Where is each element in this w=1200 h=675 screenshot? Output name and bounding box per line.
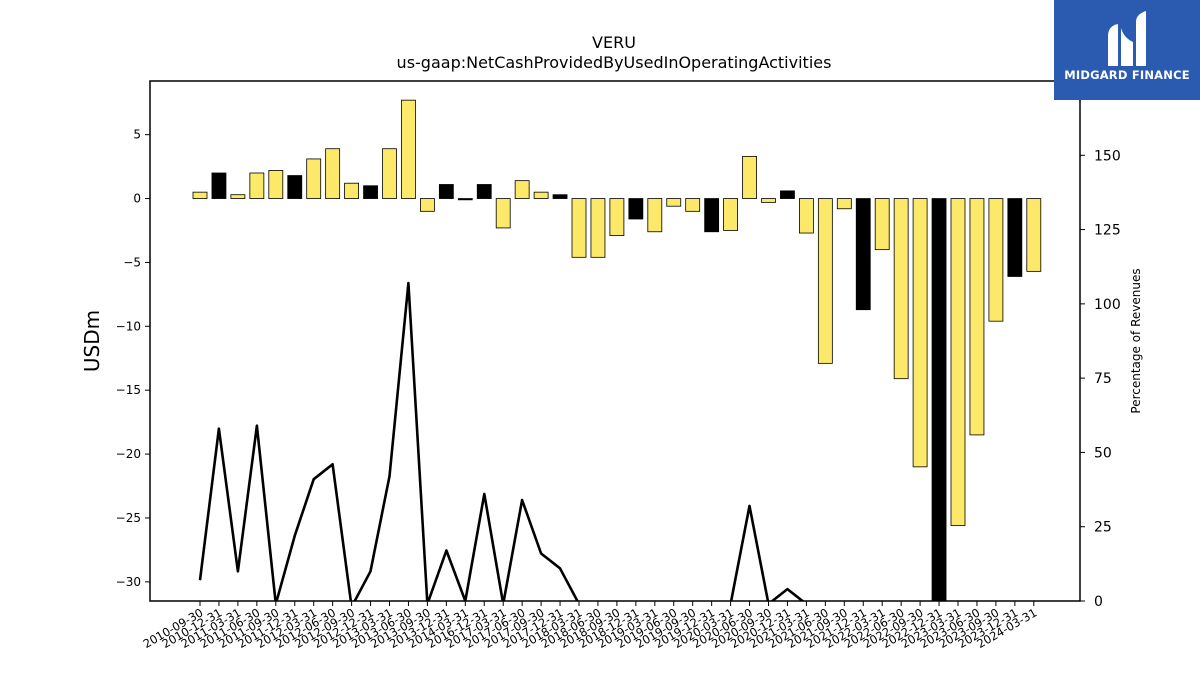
y2-tick-label: 25 <box>1094 520 1112 536</box>
bar-2010-09-30 <box>192 191 208 199</box>
y-tick-label: −10 <box>116 319 141 333</box>
brand-name: MIDGARD FINANCE <box>1064 68 1190 82</box>
bar-2021-06-30 <box>817 198 833 364</box>
y2-tick-label: 125 <box>1094 223 1121 239</box>
bar-2021-12-31 <box>855 198 871 311</box>
bar-2020-09-30 <box>761 198 776 203</box>
midgard-logo-icon <box>1108 11 1146 66</box>
y-tick-label: 0 <box>133 192 141 206</box>
bar-2020-03-31 <box>723 198 738 231</box>
bar-2011-06-30 <box>249 172 265 199</box>
y-tick-label: −25 <box>116 511 141 525</box>
bar-2022-03-31 <box>874 198 890 251</box>
bar-2019-12-31 <box>704 198 720 233</box>
bar-2019-09-30 <box>685 198 701 212</box>
bar-2023-09-30 <box>988 198 1004 322</box>
bar-2021-03-31 <box>799 198 814 234</box>
bar-2020-06-30 <box>742 155 757 199</box>
bar-2021-09-30 <box>836 198 852 210</box>
bar-2022-06-30 <box>893 198 909 380</box>
bar-2011-03-31 <box>230 194 246 199</box>
bar-2018-09-30 <box>609 198 625 236</box>
bar-2014-03-31 <box>457 198 473 201</box>
line-layer <box>198 281 805 601</box>
bar-2017-12-31 <box>552 194 568 199</box>
bar-2022-09-30 <box>912 198 928 468</box>
bar-2012-09-30 <box>344 182 360 199</box>
y2-tick-label: 0 <box>1094 594 1103 610</box>
bar-2013-03-31 <box>382 148 397 199</box>
bar-2023-03-31 <box>950 198 966 527</box>
bar-2011-09-30 <box>268 170 284 199</box>
plot-frame <box>149 80 1081 602</box>
bar-2016-12-31 <box>476 184 492 199</box>
bar-2017-06-30 <box>514 180 530 199</box>
bar-2019-03-31 <box>647 198 663 233</box>
bar-2017-09-30 <box>533 191 549 199</box>
y-tick-label: −30 <box>116 575 141 589</box>
left-axis: 5 0 −5 −10 −15 −20 −25 −30 <box>116 128 150 589</box>
bar-2022-12-31 <box>931 198 947 602</box>
bar-2010-12-31 <box>211 172 227 199</box>
y-tick-label: −5 <box>123 255 141 269</box>
bar-2018-12-31 <box>628 198 644 220</box>
bar-2018-03-31 <box>571 198 587 258</box>
y2-axis-label: Percentage of Revenues <box>1129 268 1143 413</box>
bar-2019-06-30 <box>666 198 682 207</box>
bar-2012-06-30 <box>325 148 341 199</box>
bar-2020-12-31 <box>780 190 795 199</box>
brand-logo: MIDGARD FINANCE <box>1054 0 1200 100</box>
bar-2018-06-30 <box>590 198 606 258</box>
bar-2013-09-30 <box>419 198 435 212</box>
bars-layer <box>192 99 1042 602</box>
bar-2024-03-31 <box>1026 198 1042 272</box>
x-axis: 2010-09-302010-12-312011-03-312011-06-30… <box>141 601 1039 651</box>
bar-2017-03-31 <box>495 198 511 229</box>
y-tick-label: 5 <box>133 128 141 142</box>
y-axis-label: USDm <box>80 310 104 372</box>
bar-2012-03-31 <box>306 158 322 199</box>
bar-2013-12-31 <box>438 184 454 199</box>
bar-2023-06-30 <box>969 198 985 436</box>
y-tick-label: −15 <box>116 383 141 397</box>
bar-2023-12-31 <box>1007 198 1023 277</box>
y2-tick-label: 50 <box>1094 445 1112 461</box>
bar-2011-12-31 <box>287 175 303 199</box>
y2-tick-label: 100 <box>1094 297 1121 313</box>
chart-subtitle: us-gaap:NetCashProvidedByUsedInOperating… <box>397 53 832 72</box>
bar-2012-12-31 <box>363 185 378 199</box>
chart-title: VERU <box>592 33 636 52</box>
y2-tick-label: 75 <box>1094 371 1112 387</box>
bar-2013-06-30 <box>401 99 416 199</box>
y-tick-label: −20 <box>116 447 141 461</box>
right-axis: 0255075100125150175 <box>1080 74 1121 610</box>
y2-tick-label: 150 <box>1094 148 1121 164</box>
percentage-line <box>198 281 805 601</box>
